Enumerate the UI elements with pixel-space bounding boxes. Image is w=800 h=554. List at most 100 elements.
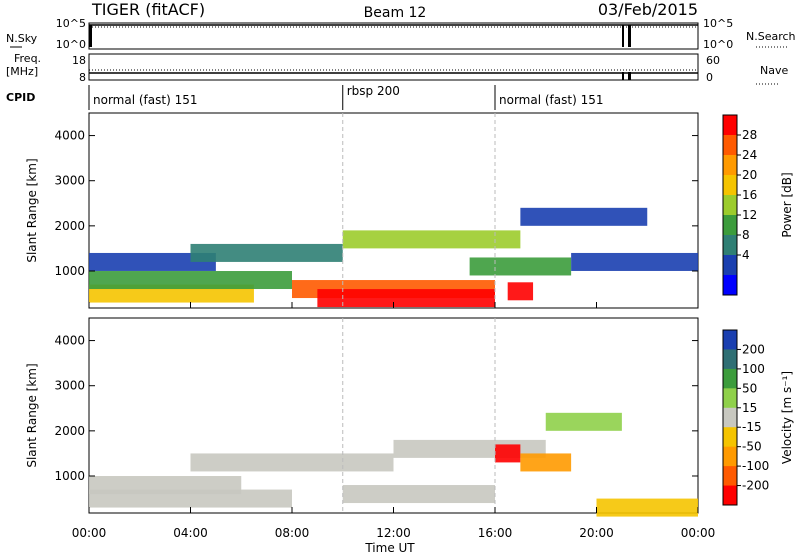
colorbar-tick-label: 4 xyxy=(742,248,750,262)
colorbar-tick-label: 16 xyxy=(742,188,757,202)
freq-unit: [MHz] xyxy=(6,65,38,78)
colorbar-label: Velocity [m s⁻¹] xyxy=(780,371,794,464)
colorbar-tick-label: 28 xyxy=(742,128,757,142)
echo-band xyxy=(571,252,698,271)
y-tick-label: 2000 xyxy=(54,219,85,233)
echo-band xyxy=(596,498,698,517)
colorbar-tick-label: 24 xyxy=(742,148,757,162)
nave-tick-bottom: 0 xyxy=(706,71,713,84)
cpid-segment-label: normal (fast) 151 xyxy=(499,93,603,107)
colorbar-swatch xyxy=(723,485,737,506)
y-tick-label: 1000 xyxy=(54,264,85,278)
echo-band xyxy=(190,453,394,472)
echo-band xyxy=(89,284,254,303)
date-title: 03/Feb/2015 xyxy=(598,0,698,19)
y-tick-label: 4000 xyxy=(54,334,85,348)
echo-band xyxy=(89,476,242,495)
freq-panel-frame xyxy=(88,53,699,81)
power-panel: 1000 2000 3000 4000 Slant Range [km] xyxy=(25,112,699,309)
nsky-tick-top: 10^5 xyxy=(56,17,86,30)
echo-band xyxy=(89,252,216,271)
colorbar-swatch xyxy=(723,427,737,448)
colorbar-swatch xyxy=(723,330,737,350)
nave-tick-top: 60 xyxy=(706,54,720,67)
echo-band xyxy=(469,257,572,276)
y-tick-label: 4000 xyxy=(54,129,85,143)
colorbar-swatch xyxy=(723,115,737,136)
echo-band xyxy=(520,453,572,472)
time-axis-label: Time UT xyxy=(364,541,415,554)
colorbar-tick-label: 8 xyxy=(742,228,750,242)
colorbar-tick-label: -100 xyxy=(742,459,769,473)
colorbar-tick-label: -50 xyxy=(742,440,762,454)
echo-band xyxy=(507,282,534,301)
echo-band xyxy=(190,243,343,262)
echo-band xyxy=(317,289,495,308)
freq-label: Freq. xyxy=(14,52,41,65)
nsearch-tick-top: 10^5 xyxy=(703,17,733,30)
colorbar-swatch xyxy=(723,155,737,176)
cpid-label: CPID xyxy=(6,91,35,104)
x-tick-label: 12:00 xyxy=(376,526,411,540)
velocity-colorbar: 200 100 50 15 -15 -50 -100 -200 Velocity [m s⁻¹] xyxy=(722,329,794,506)
y-tick-label: 2000 xyxy=(54,424,85,438)
colorbar-swatch xyxy=(723,368,737,389)
y-tick-label: 1000 xyxy=(54,469,85,483)
echo-band xyxy=(89,489,292,508)
colorbar-swatch xyxy=(723,466,737,487)
freq-tick-top: 18 xyxy=(72,54,86,67)
power-colorbar: 28 24 20 16 12 8 4 Power [dB] xyxy=(722,114,794,296)
x-tick-label: 20:00 xyxy=(579,526,614,540)
colorbar-swatch xyxy=(723,135,737,156)
colorbar-tick-label: -200 xyxy=(742,479,769,493)
nsky-panel-frame xyxy=(88,22,699,50)
cpid-segments: normal (fast) 151 rbsp 200 normal (fast) 1… xyxy=(88,84,603,110)
nsky-label: N.Sky xyxy=(6,32,38,45)
nsky-spike-2 xyxy=(628,25,631,47)
nsky-spike-start xyxy=(89,25,92,47)
colorbar-frame xyxy=(722,114,738,296)
echo-band xyxy=(520,207,648,226)
colorbar-swatch xyxy=(723,195,737,216)
freq-tick-bottom: 8 xyxy=(79,71,86,84)
x-tick-label: 00:00 xyxy=(681,526,716,540)
colorbar-tick-label: 12 xyxy=(742,208,757,222)
nsky-spike-1 xyxy=(622,25,624,47)
beam-title: Beam 12 xyxy=(364,5,427,21)
cpid-segment-label: rbsp 200 xyxy=(347,84,400,98)
velocity-panel: 1000 2000 3000 4000 Slant Range [km] xyxy=(25,317,699,517)
station-title: TIGER (fitACF) xyxy=(91,0,205,19)
colorbar-tick-label: 15 xyxy=(742,401,757,415)
y-tick-label: 3000 xyxy=(54,379,85,393)
colorbar-tick-label: 20 xyxy=(742,168,757,182)
time-axis: 00:00 04:00 08:00 12:00 16:00 20:00 00:00 xyxy=(72,526,716,540)
echo-band xyxy=(342,230,521,249)
colorbar-swatch xyxy=(723,235,737,256)
freq-spike-2 xyxy=(628,72,631,80)
nsearch-tick-bottom: 10^0 xyxy=(703,38,733,51)
freq-spike-1 xyxy=(622,72,624,80)
colorbar-swatch xyxy=(723,407,737,428)
colorbar-swatch xyxy=(723,175,737,196)
nave-label: Nave xyxy=(760,64,788,77)
colorbar-swatch xyxy=(723,349,737,370)
colorbar-tick-label: -15 xyxy=(742,420,762,434)
nsky-tick-bottom: 10^0 xyxy=(56,38,86,51)
x-tick-label: 04:00 xyxy=(173,526,208,540)
colorbar-frame xyxy=(722,329,738,506)
cpid-segment-label: normal (fast) 151 xyxy=(93,93,197,107)
colorbar-swatch xyxy=(723,388,737,409)
y-axis-label: Slant Range [km] xyxy=(25,158,39,262)
colorbar-swatch xyxy=(723,446,737,467)
y-axis-label: Slant Range [km] xyxy=(25,363,39,467)
colorbar-swatch xyxy=(723,275,737,296)
y-tick-label: 3000 xyxy=(54,174,85,188)
x-tick-label: 00:00 xyxy=(72,526,107,540)
x-tick-label: 08:00 xyxy=(275,526,310,540)
echo-band xyxy=(89,271,292,290)
colorbar-swatch xyxy=(723,215,737,236)
echo-band xyxy=(342,485,495,504)
colorbar-tick-label: 100 xyxy=(742,362,765,376)
colorbar-tick-label: 200 xyxy=(742,342,765,356)
